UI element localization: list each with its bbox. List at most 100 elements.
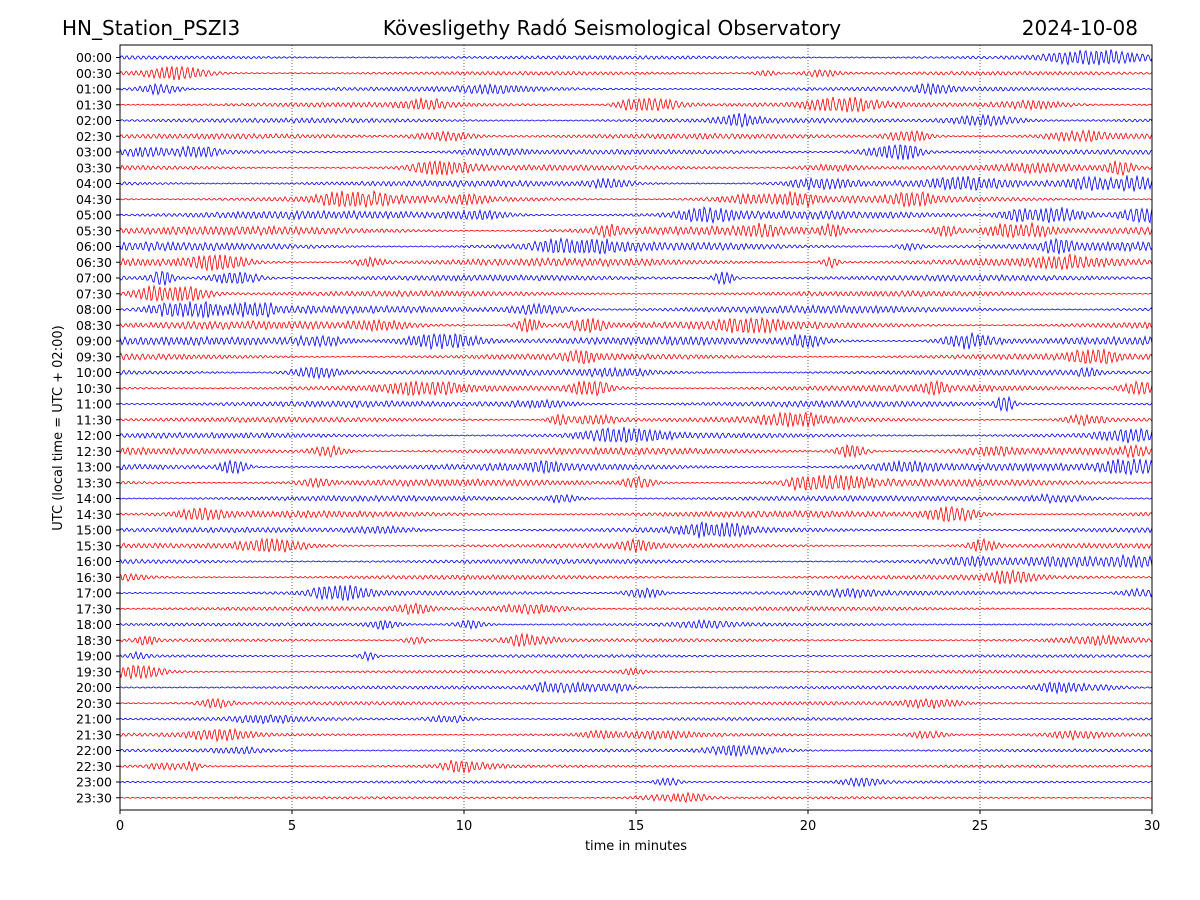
row-label: 07:30 (76, 286, 112, 301)
row-label: 19:00 (76, 649, 112, 664)
trace-0700 (119, 270, 1153, 286)
row-label: 15:00 (76, 523, 112, 538)
trace-0200 (119, 113, 1153, 129)
row-label: 16:00 (76, 554, 112, 569)
plot-frame (119, 44, 1153, 811)
trace-0830 (119, 316, 1153, 335)
trace-1430 (119, 505, 1153, 523)
row-label: 07:00 (76, 271, 112, 286)
trace-0000 (119, 49, 1153, 67)
x-tick-label: 25 (972, 819, 989, 834)
trace-2100 (119, 714, 1153, 725)
trace-0100 (119, 82, 1153, 96)
trace-1930 (119, 664, 1153, 681)
x-axis-ticks: 0 5 10 15 20 25 30 (116, 810, 1160, 834)
x-tick-label: 30 (1144, 819, 1161, 834)
trace-1530 (119, 537, 1153, 553)
row-label: 17:30 (76, 601, 112, 616)
trace-1900 (119, 650, 1153, 663)
trace-0230 (119, 128, 1153, 143)
x-tick-label: 5 (288, 819, 296, 834)
row-label: 13:30 (76, 475, 112, 490)
trace-1700 (119, 584, 1153, 601)
trace-1130 (119, 411, 1153, 428)
row-label: 21:00 (76, 712, 112, 727)
trace-1830 (119, 632, 1153, 648)
row-label: 12:30 (76, 444, 112, 459)
row-label: 08:00 (76, 302, 112, 317)
row-label: 06:00 (76, 239, 112, 254)
row-label: 12:00 (76, 428, 112, 443)
row-label: 18:00 (76, 617, 112, 632)
row-label: 03:00 (76, 145, 112, 160)
x-tick-label: 15 (628, 819, 645, 834)
row-label: 02:00 (76, 113, 112, 128)
trace-1100 (119, 395, 1153, 413)
row-label: 22:30 (76, 759, 112, 774)
trace-0530 (119, 222, 1153, 239)
trace-2030 (119, 697, 1153, 710)
trace-2000 (119, 680, 1153, 695)
trace-1500 (119, 520, 1153, 539)
row-label: 19:30 (76, 664, 112, 679)
row-label: 16:30 (76, 570, 112, 585)
row-labels: 00:0000:3001:0001:3002:0002:3003:0003:30… (76, 50, 120, 805)
x-tick-label: 10 (456, 819, 473, 834)
trace-0900 (119, 332, 1153, 351)
trace-0030 (119, 65, 1153, 81)
trace-0600 (119, 236, 1153, 255)
trace-1800 (119, 618, 1153, 631)
trace-0800 (119, 300, 1153, 319)
row-label: 10:30 (76, 381, 112, 396)
row-label: 00:30 (76, 66, 112, 81)
trace-2230 (119, 759, 1153, 774)
trace-1730 (119, 602, 1153, 616)
row-label: 15:30 (76, 538, 112, 553)
trace-1200 (119, 426, 1153, 444)
row-label: 23:00 (76, 775, 112, 790)
x-axis-label: time in minutes (585, 839, 687, 854)
row-label: 09:30 (76, 349, 112, 364)
trace-2300 (119, 777, 1153, 788)
station-name: HN_Station_PSZI3 (62, 16, 241, 40)
trace-1230 (119, 443, 1153, 459)
trace-0400 (119, 175, 1153, 193)
row-label: 13:00 (76, 460, 112, 475)
row-label: 14:00 (76, 491, 112, 506)
row-label: 01:00 (76, 82, 112, 97)
x-tick-label: 20 (800, 819, 817, 834)
chart-date: 2024-10-08 (1021, 16, 1138, 40)
row-label: 00:00 (76, 50, 112, 65)
trace-2130 (119, 727, 1153, 743)
row-label: 04:00 (76, 176, 112, 191)
row-label: 11:30 (76, 412, 112, 427)
grid-lines (291, 45, 981, 810)
trace-1030 (119, 379, 1153, 397)
row-label: 23:30 (76, 790, 112, 805)
trace-0130 (119, 96, 1153, 114)
row-label: 01:30 (76, 97, 112, 112)
trace-2200 (119, 744, 1153, 758)
row-label: 03:30 (76, 160, 112, 175)
trace-0330 (119, 160, 1153, 176)
trace-0730 (119, 284, 1153, 303)
row-label: 18:30 (76, 633, 112, 648)
trace-0300 (119, 144, 1153, 160)
row-label: 11:00 (76, 397, 112, 412)
row-label: 02:30 (76, 129, 112, 144)
chart-title: Kövesligethy Radó Seismological Observat… (382, 16, 842, 40)
trace-1000 (119, 366, 1153, 380)
y-axis-label: UTC (local time = UTC + 02:00) (51, 325, 66, 530)
trace-2330 (119, 791, 1153, 804)
trace-1330 (119, 474, 1153, 492)
trace-1630 (119, 568, 1153, 585)
row-label: 08:30 (76, 318, 112, 333)
trace-0630 (119, 252, 1153, 272)
trace-group (119, 49, 1153, 804)
row-label: 14:30 (76, 507, 112, 522)
trace-0430 (119, 189, 1153, 208)
row-label: 10:00 (76, 365, 112, 380)
row-label: 20:30 (76, 696, 112, 711)
row-label: 17:00 (76, 586, 112, 601)
